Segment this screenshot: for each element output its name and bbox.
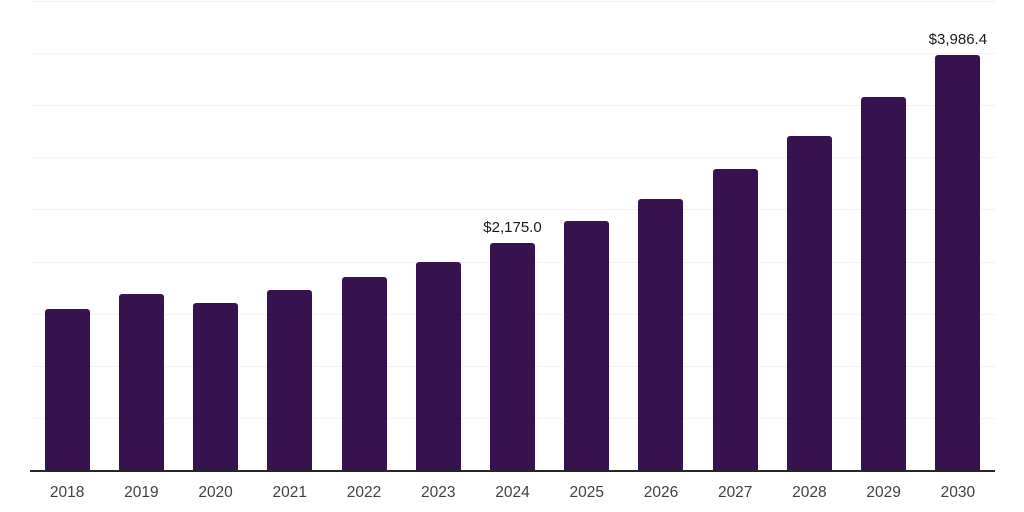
x-tick-label: 2018 xyxy=(49,484,85,501)
x-tick-label: 2024 xyxy=(495,484,530,501)
bar xyxy=(712,169,758,470)
bar xyxy=(564,221,610,470)
bar xyxy=(638,198,684,470)
bar xyxy=(935,54,981,470)
bar xyxy=(118,293,164,470)
bar xyxy=(786,135,832,470)
x-tick-label: 2019 xyxy=(124,484,159,501)
bar-data-label: $3,986.4 xyxy=(928,30,988,48)
bar-data-label: $2,175.0 xyxy=(483,219,542,237)
gridline xyxy=(30,105,995,107)
gridline xyxy=(30,209,995,211)
bar xyxy=(861,97,907,470)
x-tick-label: 2020 xyxy=(198,484,233,501)
bar xyxy=(341,276,387,470)
x-tick-label: 2022 xyxy=(346,484,382,501)
x-axis-line xyxy=(30,470,995,472)
bar xyxy=(267,289,313,470)
x-tick-label: 2028 xyxy=(792,484,827,501)
plot-area: 2018 2019 2020 2021 2022 2023 $2,175.0 2024 2025… xyxy=(30,0,995,512)
x-tick-label: 2030 xyxy=(940,484,976,501)
x-tick-label: 2027 xyxy=(717,484,753,501)
gridline xyxy=(30,53,995,55)
gridline xyxy=(30,157,995,159)
x-tick-label: 2023 xyxy=(421,484,456,501)
x-tick-label: 2025 xyxy=(569,484,604,501)
x-tick-label: 2021 xyxy=(272,484,308,501)
bar xyxy=(490,243,535,470)
bar xyxy=(193,303,239,470)
x-tick-label: 2026 xyxy=(643,484,679,501)
bar xyxy=(415,261,461,470)
gridline xyxy=(30,1,995,2)
x-tick-label: 2029 xyxy=(866,484,901,501)
bar xyxy=(44,309,90,470)
